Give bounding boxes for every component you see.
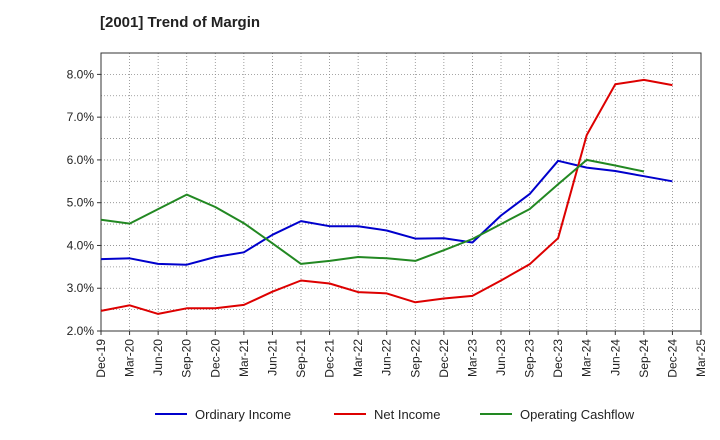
x-tick-label: Dec-24 (665, 339, 679, 378)
y-tick-label: 8.0% (67, 67, 95, 81)
x-tick-label: Mar-24 (580, 339, 594, 377)
legend-label-ordinary-income: Ordinary Income (195, 407, 291, 422)
x-tick-label: Mar-21 (237, 339, 251, 377)
series-line-operating-cashflow (100, 158, 645, 265)
x-tick-label: Dec-19 (94, 339, 108, 378)
y-tick-label: 6.0% (67, 153, 95, 167)
y-tick-label: 2.0% (67, 324, 95, 338)
x-tick-label: Dec-23 (551, 339, 565, 378)
x-tick-label: Sep-21 (294, 339, 308, 378)
x-tick-label: Jun-24 (608, 339, 622, 376)
series-line-ordinary-income (100, 159, 673, 266)
plot-area (101, 53, 701, 331)
x-tick-label: Sep-20 (180, 339, 194, 378)
x-tick-label: Dec-21 (323, 339, 337, 378)
plot-border (100, 52, 702, 332)
chart-title: [2001] Trend of Margin (100, 14, 261, 31)
x-tick-label: Dec-20 (208, 339, 222, 378)
x-tick-label: Mar-23 (465, 339, 479, 377)
x-tick-label: Jun-20 (151, 339, 165, 376)
legend-label-operating-cashflow: Operating Cashflow (520, 407, 635, 422)
x-tick-label: Jun-23 (494, 339, 508, 376)
y-tick-label: 4.0% (67, 238, 95, 252)
x-tick-label: Dec-22 (437, 339, 451, 378)
y-tick-label: 5.0% (67, 196, 95, 210)
x-tick-label: Mar-25 (694, 339, 708, 377)
x-tick-label: Sep-24 (637, 339, 651, 378)
x-tick-label: Mar-20 (123, 339, 137, 377)
series-line-net-income (100, 78, 673, 315)
x-tick-label: Mar-22 (351, 339, 365, 377)
y-tick-label: 3.0% (67, 281, 95, 295)
y-tick-label: 7.0% (67, 110, 95, 124)
x-tick-label: Sep-22 (408, 339, 422, 378)
x-tick-label: Jun-22 (380, 339, 394, 376)
legend-label-net-income: Net Income (374, 407, 440, 422)
x-tick-label: Jun-21 (265, 339, 279, 376)
x-tick-label: Sep-23 (523, 339, 537, 378)
